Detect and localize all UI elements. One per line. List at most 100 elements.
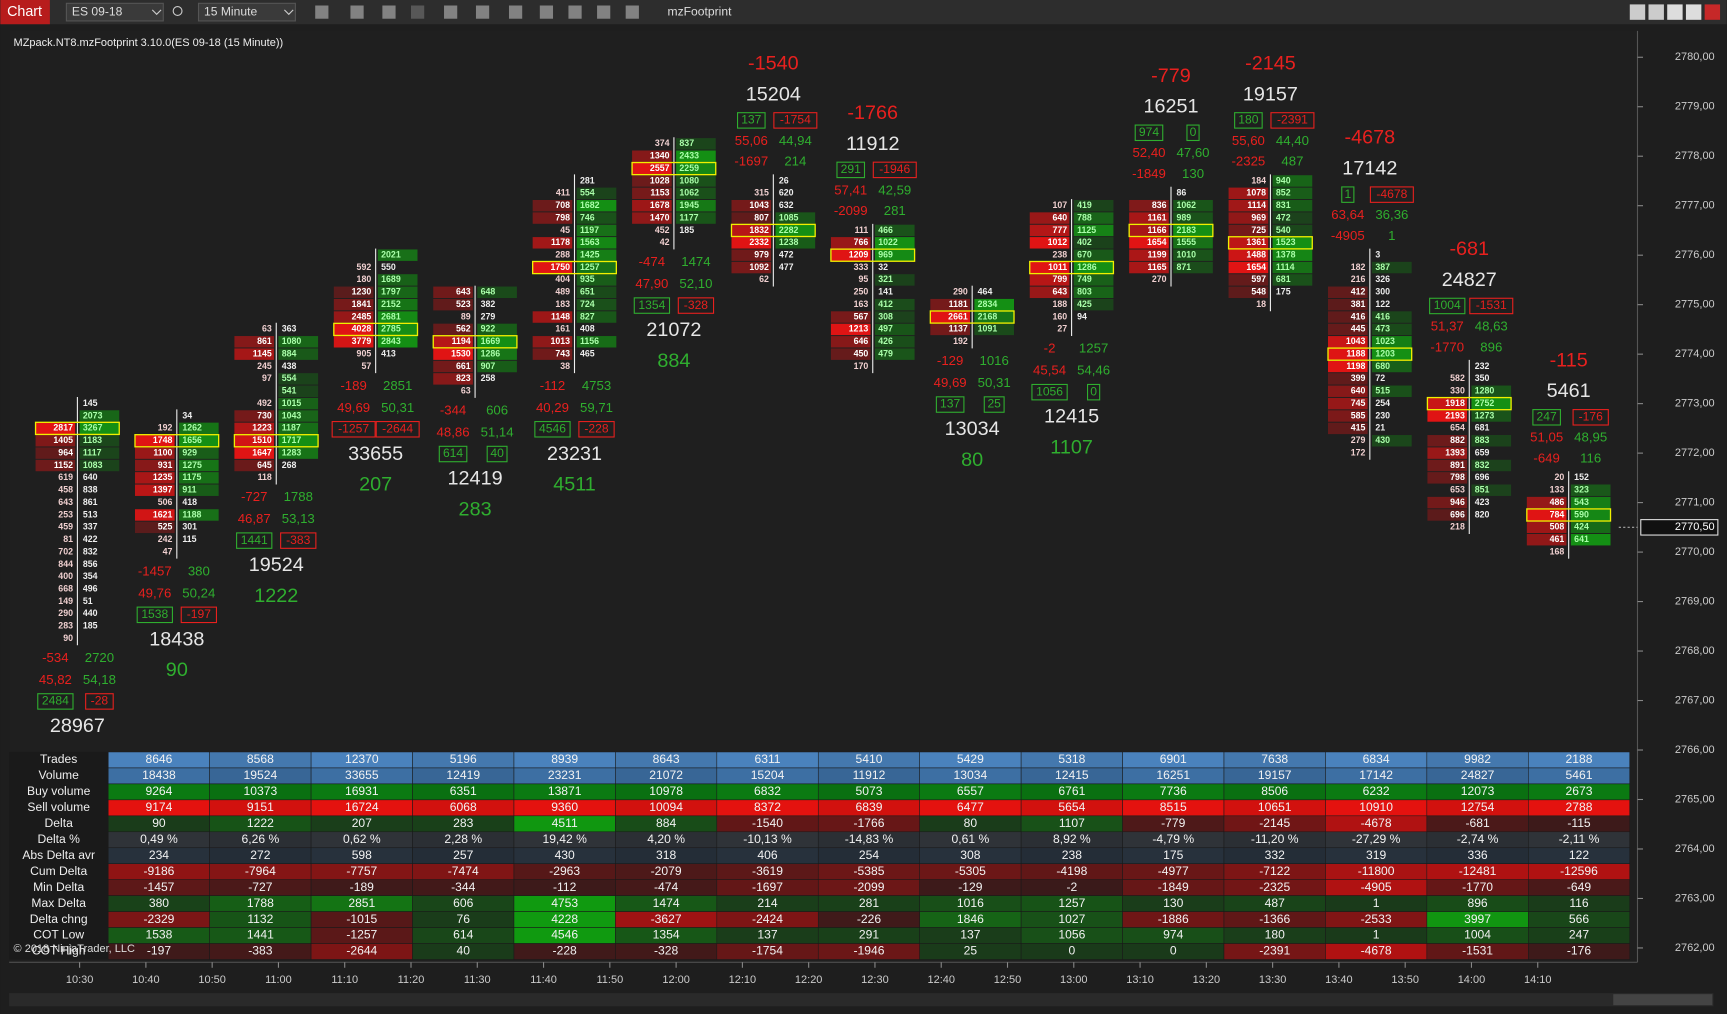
tab-label[interactable]: Chart: [7, 4, 42, 20]
bid-cell: [1427, 447, 1468, 459]
cot-high: -1946: [879, 162, 910, 176]
ask-value: 541: [282, 386, 297, 396]
table-value: 1846: [957, 912, 984, 926]
buy-pct: 48,95: [1574, 430, 1607, 445]
ask-cell: [1073, 237, 1114, 249]
ask-value: 2681: [381, 311, 401, 321]
ask-cell: [974, 323, 1015, 336]
ask-value: 115: [182, 534, 196, 544]
bid-cell: [532, 336, 573, 348]
bid-value: 798: [1450, 472, 1465, 482]
cot-box: [578, 421, 615, 438]
table-value: 23231: [548, 768, 582, 782]
bid-cell: [1328, 323, 1368, 336]
table-value: 10978: [649, 784, 683, 798]
ask-value: 34: [182, 410, 192, 420]
cot-high: -383: [286, 533, 311, 547]
bid-value: 45: [560, 225, 570, 235]
cot-low: 1441: [241, 533, 268, 547]
max-delta: 1016: [979, 353, 1008, 368]
table-value: -2145: [1259, 816, 1290, 830]
bid-cell: [632, 150, 672, 162]
bid-value: 450: [854, 348, 869, 358]
instrument[interactable]: ES 09-18: [72, 4, 123, 18]
ask-cell: [1372, 261, 1412, 274]
interval-select[interactable]: [197, 2, 296, 22]
table-value: 0: [1170, 944, 1177, 958]
scroll-thumb[interactable]: [1613, 994, 1713, 1006]
ask-cell: [278, 422, 319, 435]
bid-value: 188: [1052, 299, 1067, 309]
ask-value: 696: [1475, 472, 1490, 482]
ask-cell: [576, 274, 617, 286]
ask-value: 1117: [83, 447, 102, 457]
indicator-name[interactable]: mzFootprint: [668, 4, 733, 18]
ask-cell: [1570, 484, 1611, 496]
bar-volume: 11912: [846, 133, 900, 155]
buy-pct: 48,63: [1475, 318, 1508, 333]
bar-delta: -2145: [1245, 52, 1296, 74]
bid-value: 1918: [1445, 398, 1465, 408]
ask-cell: [1073, 249, 1114, 261]
scrollbar[interactable]: [9, 993, 1714, 1007]
ask-value: 907: [481, 361, 496, 371]
ask-value: 3: [1375, 250, 1380, 260]
table-value: 5429: [957, 752, 984, 766]
ask-value: 300: [1375, 287, 1390, 297]
table-value: 974: [1163, 928, 1183, 942]
toolbar-icons[interactable]: [315, 5, 639, 19]
bid-value: 242: [158, 534, 173, 544]
bid-value: 183: [555, 299, 570, 309]
time-label: 11:50: [596, 974, 623, 986]
max-delta: 896: [1480, 339, 1502, 354]
current-price-label: 2770,50: [1675, 521, 1715, 533]
ask-cell: [1272, 237, 1313, 249]
cot-low: 247: [1537, 410, 1557, 424]
table-value: 0,61 %: [952, 832, 990, 846]
price-label: 2769,00: [1675, 595, 1715, 607]
table-value: 13034: [954, 768, 988, 782]
bid-cell: [731, 224, 772, 237]
instrument-select[interactable]: [65, 2, 164, 22]
cot-low: 1354: [638, 298, 665, 312]
table-value: 6761: [1058, 784, 1085, 798]
ask-value: 856: [83, 559, 98, 569]
bid-value: 400: [58, 571, 73, 581]
ask-cell: [576, 212, 617, 224]
table-value: 1538: [145, 928, 172, 942]
bid-cell: [1328, 410, 1368, 422]
ask-value: 1183: [83, 435, 102, 445]
table-value: -2391: [1259, 944, 1290, 958]
bid-value: 452: [655, 225, 670, 235]
ask-value: 1125: [1077, 225, 1096, 235]
ask-value: 425: [1077, 299, 1092, 309]
ask-value: 1682: [580, 200, 600, 210]
poc-box: [1526, 508, 1612, 522]
poc-box: [432, 335, 518, 349]
table-value: 380: [149, 896, 169, 910]
ask-value: 1187: [282, 423, 301, 433]
chart-tab[interactable]: [0, 0, 50, 25]
table-value: 90: [152, 816, 166, 830]
bid-cell: [930, 311, 970, 323]
bid-value: 1178: [551, 237, 570, 247]
bid-cell: [1228, 199, 1269, 212]
min-delta: -189: [340, 378, 366, 393]
search-icon[interactable]: [172, 6, 183, 16]
table-value: 1016: [957, 896, 984, 910]
table-value: 8646: [145, 752, 172, 766]
table-value: 6232: [1363, 784, 1390, 798]
table-value: 8506: [1261, 784, 1288, 798]
ask-cell: [477, 286, 517, 299]
ask-value: 1563: [580, 237, 600, 247]
ask-cell: [576, 224, 617, 237]
table-value: 1: [1373, 896, 1380, 910]
time-label: 11:20: [398, 974, 425, 986]
bid-value: 964: [58, 447, 73, 457]
interval[interactable]: 15 Minute: [204, 4, 257, 18]
price-label: 2766,00: [1675, 744, 1715, 756]
ask-value: 26: [779, 175, 789, 185]
window-buttons[interactable]: [1629, 4, 1721, 20]
ask-value: 641: [1574, 534, 1589, 544]
table-value: 7736: [1160, 784, 1187, 798]
